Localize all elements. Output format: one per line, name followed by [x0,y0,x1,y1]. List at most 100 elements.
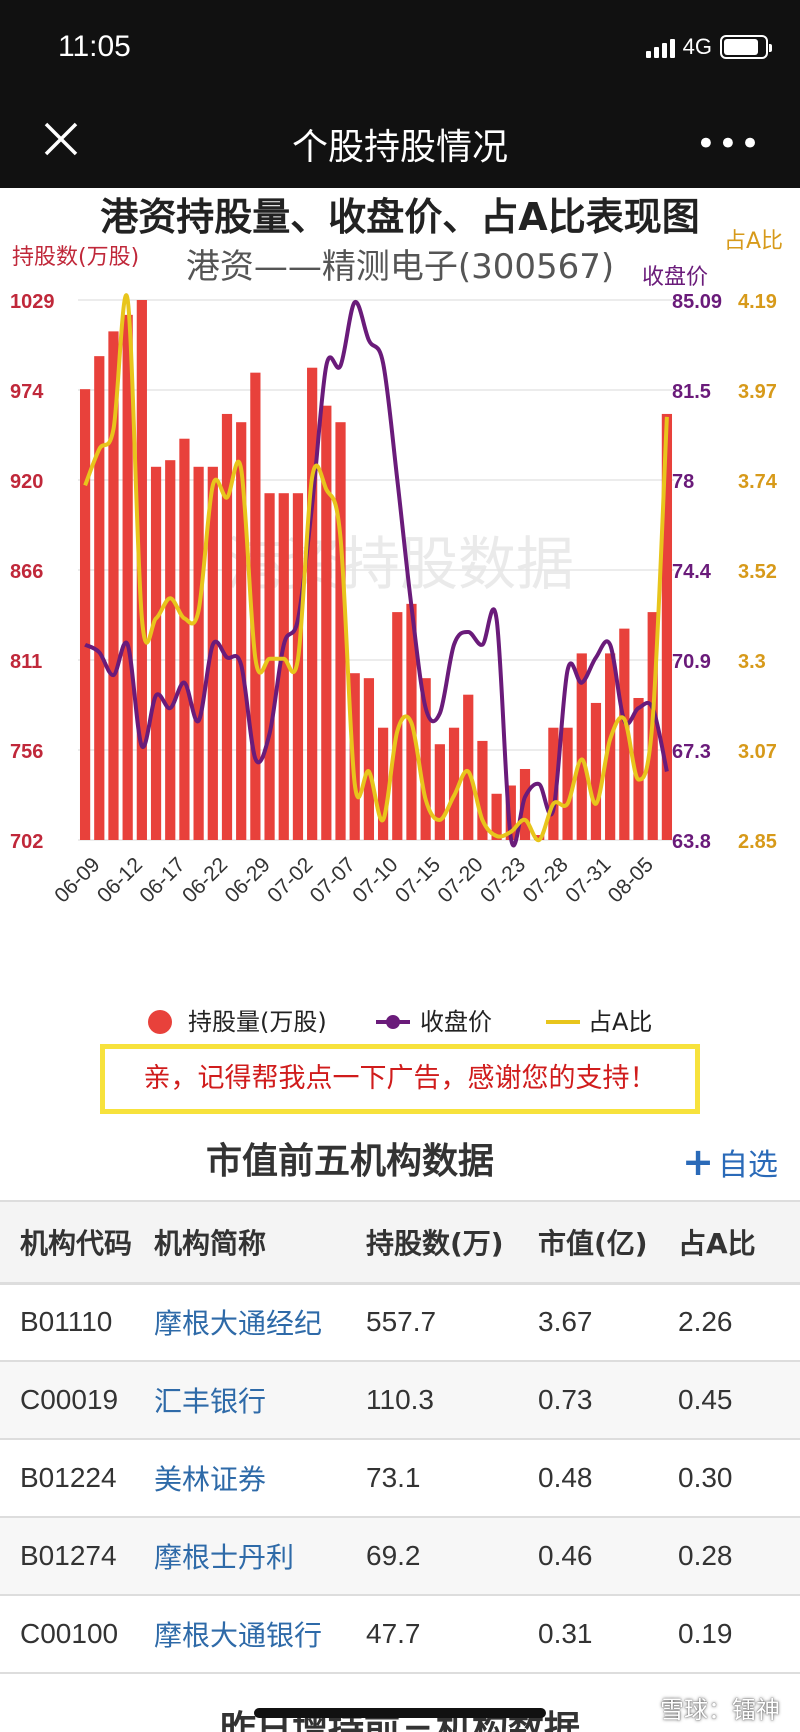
nav-bar: 个股持股情况 ••• [0,96,800,188]
cell-value: 3.67 [538,1283,678,1362]
ratio-tick-label: 3.07 [738,741,777,763]
cell-value: 0.48 [538,1439,678,1518]
left-tick-label: 702 [10,831,43,853]
line-ratio [83,293,669,843]
status-bar: 11:05 4G [0,0,800,96]
left-tick-label: 974 [10,381,44,403]
cell-value: 0.73 [538,1361,678,1440]
price-tick-label: 67.3 [672,741,711,763]
cell-shares: 47.7 [366,1595,538,1674]
cell-value: 0.31 [538,1595,678,1674]
ratio-tick-label: 3.74 [738,471,778,493]
x-tick-label: 07-23 [476,853,530,907]
bar-holding [590,702,602,840]
cell-shares: 73.1 [366,1439,538,1518]
bar-holding [264,493,275,840]
home-indicator[interactable] [254,1708,546,1718]
cell-code: C00019 [0,1361,154,1440]
institution-link[interactable]: 美林证券 [154,1439,366,1518]
bar-holding [122,314,133,840]
x-tick-label: 07-20 [433,853,487,907]
header-value[interactable]: 市值(亿) [538,1200,678,1285]
ad-banner[interactable]: 亲，记得帮我点一下广告，感谢您的支持！ [100,1044,700,1114]
status-indicators: 4G [645,34,772,60]
cell-shares: 557.7 [366,1283,538,1362]
cell-code: B01110 [0,1283,154,1362]
x-tick-label: 07-10 [348,853,402,907]
x-tick-label: 06-12 [93,853,147,907]
table-row: C00019 汇丰银行 110.3 0.73 0.45 [0,1361,800,1440]
x-tick-label: 07-31 [561,853,615,907]
chart-watermark: 港资持股数据 [226,530,574,598]
header-name[interactable]: 机构简称 [154,1200,366,1285]
chart-title: 港资持股量、收盘价、占A比表现图 [100,195,699,239]
bar-holding [193,466,204,840]
left-tick-label: 920 [10,471,43,493]
header-ratio[interactable]: 占A比 [678,1200,800,1285]
close-icon[interactable] [38,116,84,162]
header-code[interactable]: 机构代码 [0,1200,154,1285]
bar-holding [165,460,176,840]
bar-holding [278,493,289,840]
x-tick-label: 07-07 [306,853,360,907]
bar-holding [307,367,318,840]
legend-holding-label: 持股量(万股) [188,1008,327,1036]
bar-holding [221,413,233,840]
ratio-tick-label: 3.52 [738,561,777,583]
bar-holding [420,678,431,840]
bar-holding [548,727,559,840]
institution-link[interactable]: 摩根大通经纪 [154,1283,366,1362]
bar-holding [79,389,91,840]
cell-ratio: 0.45 [678,1361,800,1440]
price-tick-label: 78 [672,471,694,493]
ratio-tick-label: 3.3 [738,651,766,673]
cell-shares: 110.3 [366,1361,538,1440]
chart-area: 港资持股量、收盘价、占A比表现图港资——精测电子(300567) 持股数(万股) 收… [0,188,800,1088]
bar-holding [434,744,445,840]
table-row: B01224 美林证券 73.1 0.48 0.30 [0,1439,800,1518]
bar-holding [505,785,516,840]
network-type: 4G [682,34,712,59]
x-tick-label: 06-22 [178,853,232,907]
bar-holding [179,438,190,840]
bar-holding [562,727,573,840]
x-tick-label: 08-05 [604,853,658,907]
bar-holding [349,673,360,840]
price-axis-label: 收盘价 [642,265,708,290]
price-tick-label: 63.8 [672,831,711,853]
left-axis-label: 持股数(万股) [12,245,139,270]
legend-ratio-label: 占A比 [588,1008,652,1036]
more-icon[interactable]: ••• [695,124,762,164]
add-favorite-button[interactable]: + 自选 [682,1140,778,1184]
status-time: 11:05 [58,30,131,63]
legend-holding-icon [148,1010,172,1034]
bar-holding [250,372,261,840]
bar-holding [236,422,247,840]
table-row: B01274 摩根士丹利 69.2 0.46 0.28 [0,1517,800,1596]
institution-link[interactable]: 摩根大通银行 [154,1595,366,1674]
add-favorite-label: 自选 [718,1148,778,1183]
institution-link[interactable]: 汇丰银行 [154,1361,366,1440]
signal-icon [645,36,675,58]
legend-price-dot [386,1015,400,1029]
header-shares[interactable]: 持股数(万) [366,1200,538,1285]
bar-holding [619,628,630,840]
bar-holding [321,405,332,840]
bar-holding [463,694,474,840]
x-tick-label: 06-17 [135,853,189,907]
table-header: 机构代码 机构简称 持股数(万) 市值(亿) 占A比 [0,1200,800,1285]
bar-holding [207,466,218,840]
bar-holding [519,768,531,840]
chart-subtitle: 港资——精测电子(300567) [186,247,614,287]
price-tick-label: 81.5 [672,381,711,403]
cell-ratio: 0.28 [678,1517,800,1596]
page-title: 个股持股情况 [291,127,508,168]
price-tick-label: 85.09 [672,291,722,313]
institution-link[interactable]: 摩根士丹利 [154,1517,366,1596]
footer-watermark: 雪球：镭神 [660,1696,780,1724]
left-tick-label: 756 [10,741,43,763]
x-tick-label: 07-15 [391,853,445,907]
cell-code: B01274 [0,1517,154,1596]
cell-value: 0.46 [538,1517,678,1596]
ratio-tick-label: 4.19 [738,291,777,313]
